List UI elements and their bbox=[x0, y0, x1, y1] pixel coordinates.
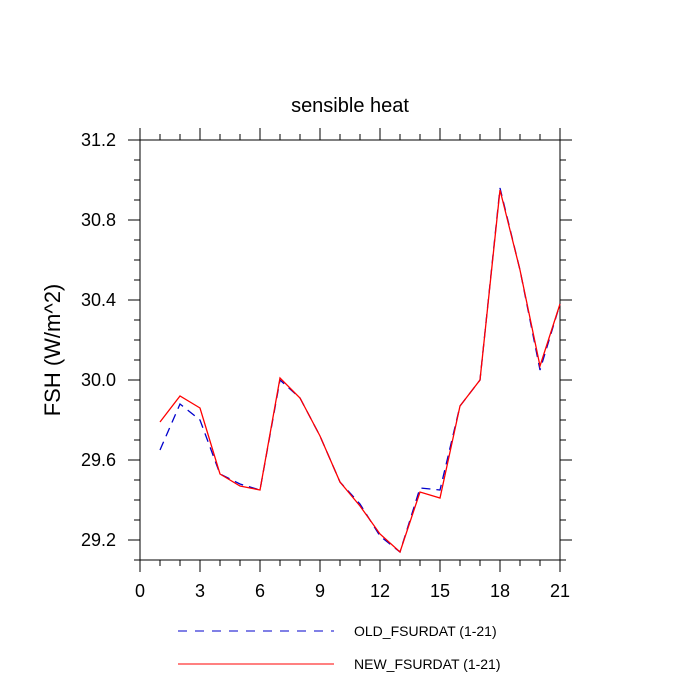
x-tick-label: 6 bbox=[255, 581, 265, 601]
x-tick-label: 0 bbox=[135, 581, 145, 601]
plot-frame bbox=[139, 139, 561, 561]
x-tick-label: 9 bbox=[315, 581, 325, 601]
x-tick-label: 21 bbox=[550, 581, 570, 601]
axis-tick-labels: 0 3 6 9 12 15 18 21 29.2 29.6 30.0 30.4 30.8 31.2 bbox=[81, 130, 570, 601]
y-tick-label: 30.0 bbox=[81, 370, 116, 390]
y-axis-label: FSH (W/m^2) bbox=[40, 284, 65, 417]
y-tick-label: 29.2 bbox=[81, 530, 116, 550]
x-tick-label: 15 bbox=[430, 581, 450, 601]
x-tick-label: 3 bbox=[195, 581, 205, 601]
x-tick-label: 12 bbox=[370, 581, 390, 601]
y-tick-label: 30.4 bbox=[81, 290, 116, 310]
y-tick-label: 29.6 bbox=[81, 450, 116, 470]
x-tick-label: 18 bbox=[490, 581, 510, 601]
axis-ticks bbox=[128, 128, 572, 572]
series-line-1 bbox=[159, 187, 561, 554]
chart-title: sensible heat bbox=[291, 95, 409, 117]
y-tick-label: 30.8 bbox=[81, 210, 116, 230]
legend: OLD_FSURDAT (1-21) NEW_FSURDAT (1-21) bbox=[178, 623, 501, 672]
legend-label: NEW_FSURDAT (1-21) bbox=[354, 656, 501, 672]
series-lines bbox=[159, 187, 561, 554]
series-line-2 bbox=[159, 189, 561, 554]
legend-label: OLD_FSURDAT (1-21) bbox=[354, 623, 497, 639]
y-tick-label: 31.2 bbox=[81, 130, 116, 150]
